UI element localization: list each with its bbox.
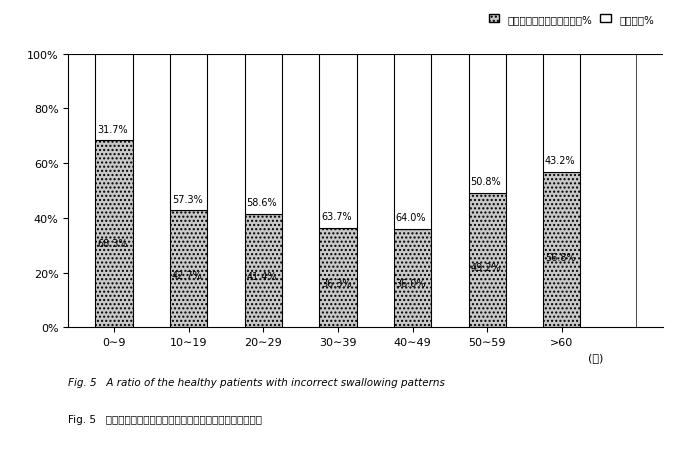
Bar — [469, 193, 506, 328]
Bar — [319, 228, 356, 328]
Text: (歳): (歳) — [588, 353, 603, 363]
Text: 42.7%: 42.7% — [172, 270, 202, 280]
Text: 68.3%: 68.3% — [97, 239, 128, 249]
Bar — [543, 172, 581, 328]
Bar — [170, 211, 207, 328]
Text: 41.4%: 41.4% — [246, 272, 277, 282]
Bar — [96, 55, 133, 141]
Text: 36.3%: 36.3% — [321, 278, 352, 288]
Legend: 誤った嘡下パターンを持つ%, 異常なし%: 誤った嘡下パターンを持つ%, 異常なし% — [484, 10, 658, 29]
Text: 56.8%: 56.8% — [545, 253, 576, 263]
Bar — [469, 55, 506, 193]
Bar — [245, 55, 282, 215]
Text: 43.2%: 43.2% — [545, 156, 576, 166]
Text: 64.0%: 64.0% — [396, 212, 426, 222]
Bar — [319, 55, 356, 228]
Text: Fig. 5   健常者における誤った嘡下パターンをもつ患者数の割合: Fig. 5 健常者における誤った嘡下パターンをもつ患者数の割合 — [68, 414, 263, 424]
Text: 63.7%: 63.7% — [321, 212, 352, 222]
Bar — [394, 55, 431, 229]
Bar — [245, 215, 282, 328]
Bar — [170, 55, 207, 211]
Text: 50.8%: 50.8% — [471, 177, 501, 187]
Bar — [96, 141, 133, 328]
Text: 49.2%: 49.2% — [471, 262, 501, 272]
Bar — [394, 229, 431, 328]
Text: 36.0%: 36.0% — [396, 278, 426, 288]
Text: 31.7%: 31.7% — [97, 124, 128, 134]
Bar — [543, 55, 581, 172]
Text: Fig. 5   A ratio of the healthy patients with incorrect swallowing patterns: Fig. 5 A ratio of the healthy patients w… — [68, 378, 445, 388]
Text: 58.6%: 58.6% — [246, 198, 277, 208]
Text: 57.3%: 57.3% — [172, 194, 202, 204]
